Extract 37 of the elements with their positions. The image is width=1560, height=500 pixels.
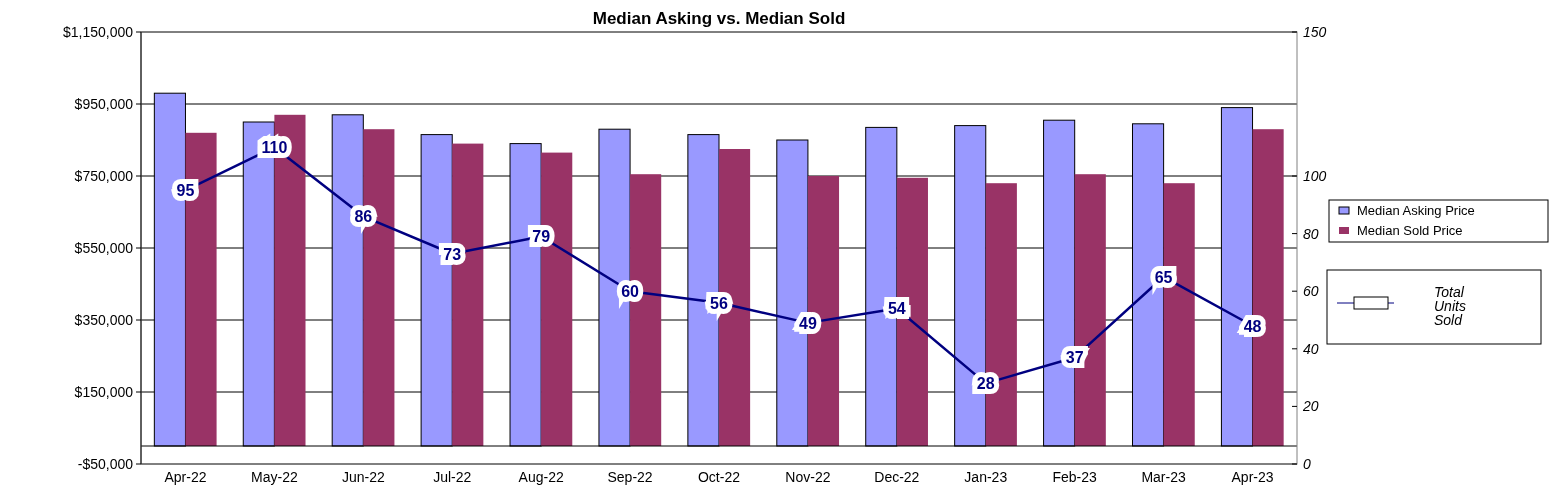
y-tick-label: $350,000 (74, 312, 134, 328)
x-tick-label: Nov-22 (785, 469, 831, 485)
data-label: 65 (1154, 268, 1173, 286)
y2-tick-label: 80 (1303, 225, 1319, 242)
x-tick-label: Jan-23 (964, 469, 1008, 485)
data-label: 73 (443, 245, 462, 263)
x-tick-label: Aug-22 (518, 469, 564, 485)
text: Total Units Sold (1434, 284, 1466, 328)
x-tick-label: Sep-22 (607, 469, 653, 485)
chart-title: Median Asking vs. Median Sold (592, 9, 846, 28)
x-tick-label: Apr-22 (164, 469, 207, 485)
x-tick-label: Mar-23 (1141, 469, 1186, 485)
y2-tick-label: 150 (1303, 24, 1327, 40)
y2-tick-label: 60 (1303, 283, 1319, 300)
y-tick-label: $150,000 (74, 384, 134, 400)
x-tick-label: Oct-22 (697, 469, 741, 485)
data-label: 79 (532, 228, 551, 246)
y2-tick-label: 0 (1303, 456, 1311, 472)
x-tick-label: May-22 (251, 469, 298, 485)
y-tick-label: $950,000 (74, 96, 134, 112)
y2-tick-label: 100 (1303, 168, 1327, 184)
x-tick-label: Jun-22 (341, 469, 385, 485)
y2-tick-label: 20 (1302, 398, 1319, 415)
x-tick-label: Apr-23 (1231, 469, 1274, 485)
y-tick-label: -$50,000 (77, 456, 134, 472)
data-label: 110 (261, 139, 288, 157)
x-tick-label: Jul-22 (433, 469, 472, 485)
legend-label: Median Asking Price (1357, 203, 1475, 218)
x-tick-label: Dec-22 (874, 469, 920, 485)
y-tick-label: $550,000 (74, 240, 134, 256)
data-label: 28 (976, 375, 995, 393)
x-tick-label: Feb-23 (1052, 469, 1098, 485)
y-tick-label: $750,000 (74, 168, 134, 184)
y2-tick-label: 40 (1303, 340, 1319, 357)
y-tick-label: $1,150,000 (62, 24, 134, 40)
legend-label: Median Sold Price (1357, 223, 1463, 238)
data-label: 95 (176, 182, 195, 200)
